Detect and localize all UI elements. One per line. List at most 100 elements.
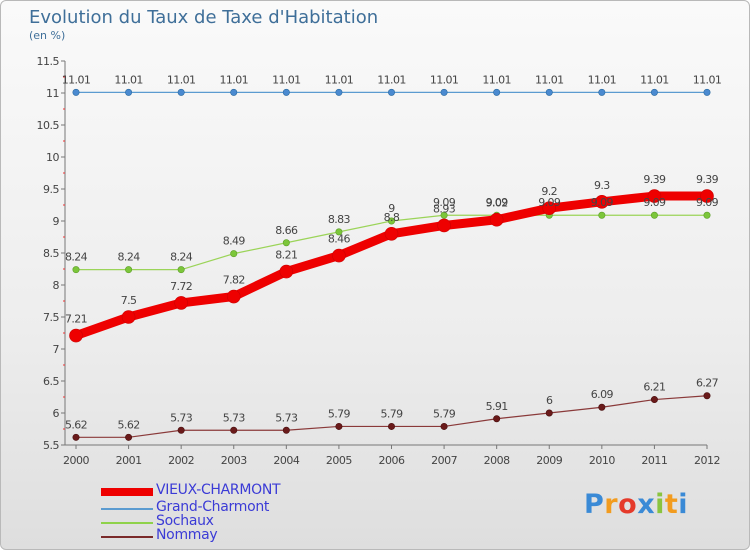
x-tick-label: 2009 xyxy=(536,454,562,467)
data-label-nommay: 5.79 xyxy=(328,407,351,420)
data-label-sochaux: 8.83 xyxy=(328,213,351,226)
data-label-grand-charmont: 11.01 xyxy=(272,73,301,86)
data-point-grand-charmont xyxy=(650,88,658,96)
data-point-nommay xyxy=(230,426,238,434)
logo-letter: t xyxy=(664,489,679,520)
data-point-nommay xyxy=(650,396,658,404)
data-label-nommay: 5.79 xyxy=(380,407,403,420)
legend-swatch-vieux-charmont xyxy=(101,488,153,496)
data-label-grand-charmont: 11.01 xyxy=(482,73,511,86)
logo-letter: i xyxy=(655,489,665,520)
chart-title: Evolution du Taux de Taxe d'Habitation xyxy=(29,7,379,28)
data-point-vieux-charmont xyxy=(69,328,83,343)
x-tick-label: 2004 xyxy=(273,454,299,467)
data-point-vieux-charmont xyxy=(226,289,241,304)
legend-swatch-sochaux xyxy=(101,522,153,524)
y-tick-label: 9 xyxy=(53,215,60,228)
data-label-sochaux: 8.24 xyxy=(118,251,141,264)
data-label-sochaux: 8.24 xyxy=(170,251,193,264)
data-label-sochaux: 9.09 xyxy=(538,196,561,209)
data-label-nommay: 5.79 xyxy=(433,407,456,420)
data-point-nommay xyxy=(493,415,501,423)
data-point-nommay xyxy=(335,422,343,430)
data-label-nommay: 5.73 xyxy=(170,411,193,424)
data-label-vieux-charmont: 8.8 xyxy=(384,211,400,224)
data-point-vieux-charmont xyxy=(647,189,662,203)
data-point-grand-charmont xyxy=(177,88,185,96)
data-label-nommay: 6 xyxy=(546,394,553,407)
data-label-nommay: 6.27 xyxy=(696,377,719,390)
y-tick-label: 11 xyxy=(46,87,59,100)
data-label-grand-charmont: 11.01 xyxy=(535,73,564,86)
data-point-sochaux xyxy=(598,211,606,219)
data-label-vieux-charmont: 8.21 xyxy=(275,249,297,262)
x-tick-label: 2012 xyxy=(694,454,720,467)
data-label-grand-charmont: 11.01 xyxy=(640,73,669,86)
legend-label-vieux-charmont: VIEUX-CHARMONT xyxy=(156,482,281,498)
data-point-vieux-charmont xyxy=(595,195,609,209)
data-label-sochaux: 9 xyxy=(388,202,395,215)
chart-data-labels: 7.21 7.5 7.72 7.82 8.21 8.46 8.8 8.93 9.02 9.2 9.3… xyxy=(62,73,722,431)
data-point-sochaux xyxy=(72,266,80,274)
data-label-nommay: 5.73 xyxy=(275,411,298,424)
data-label-grand-charmont: 11.01 xyxy=(588,73,617,86)
data-label-grand-charmont: 11.01 xyxy=(167,73,196,86)
data-label-nommay: 5.62 xyxy=(65,418,87,431)
x-tick-label: 2001 xyxy=(116,454,142,467)
data-point-grand-charmont xyxy=(703,88,711,96)
legend-swatch-grand-charmont xyxy=(101,508,153,510)
data-label-vieux-charmont: 7.82 xyxy=(223,274,245,287)
x-tick-label: 2006 xyxy=(379,454,405,467)
data-label-sochaux: 9.09 xyxy=(433,196,456,209)
data-label-vieux-charmont: 7.21 xyxy=(65,313,87,326)
data-point-vieux-charmont xyxy=(384,227,399,241)
data-label-grand-charmont: 11.01 xyxy=(114,73,143,86)
data-point-grand-charmont xyxy=(230,88,238,96)
data-point-vieux-charmont xyxy=(174,296,188,310)
y-tick-label: 6.5 xyxy=(43,375,59,388)
data-label-nommay: 5.62 xyxy=(118,418,140,431)
data-point-nommay xyxy=(545,409,553,417)
legend-label-nommay: Nommay xyxy=(156,527,218,543)
chart-unit-label: (en %) xyxy=(29,29,66,42)
data-label-sochaux: 9.09 xyxy=(696,196,719,209)
y-tick-label: 10.5 xyxy=(37,119,60,132)
x-tick-label: 2000 xyxy=(63,454,89,467)
data-point-sochaux xyxy=(335,228,343,236)
y-tick-label: 7 xyxy=(53,343,60,356)
data-label-nommay: 5.91 xyxy=(486,400,508,413)
data-point-nommay xyxy=(598,403,606,411)
data-label-vieux-charmont: 8.46 xyxy=(328,233,351,246)
x-tick-label: 2010 xyxy=(589,454,615,467)
data-point-nommay xyxy=(72,433,80,441)
logo-letter: o xyxy=(618,489,638,520)
data-point-vieux-charmont xyxy=(437,218,451,233)
data-point-vieux-charmont xyxy=(332,248,346,263)
data-point-sochaux xyxy=(177,266,185,274)
data-point-sochaux xyxy=(230,250,238,258)
data-point-nommay xyxy=(177,426,185,434)
data-label-grand-charmont: 11.01 xyxy=(220,73,249,86)
logo-letter: i xyxy=(678,489,689,520)
data-label-vieux-charmont: 9.39 xyxy=(696,173,719,186)
x-tick-label: 2005 xyxy=(326,454,352,467)
data-point-grand-charmont xyxy=(545,88,553,96)
y-tick-label: 8 xyxy=(53,279,60,292)
y-tick-label: 10 xyxy=(46,151,59,164)
x-tick-label: 2003 xyxy=(221,454,247,467)
data-point-vieux-charmont xyxy=(121,310,136,324)
data-label-nommay: 6.09 xyxy=(591,388,614,401)
data-point-sochaux xyxy=(282,239,290,247)
data-point-grand-charmont xyxy=(335,88,343,96)
data-point-grand-charmont xyxy=(282,88,290,96)
data-point-grand-charmont xyxy=(493,88,501,96)
data-point-sochaux xyxy=(440,211,448,219)
data-point-sochaux xyxy=(650,211,658,219)
data-point-nommay xyxy=(387,422,395,430)
y-tick-label: 9.5 xyxy=(43,183,59,196)
data-label-nommay: 5.73 xyxy=(223,411,246,424)
data-label-sochaux: 8.49 xyxy=(223,235,246,248)
data-label-vieux-charmont: 8.93 xyxy=(433,202,456,215)
x-tick-label: 2007 xyxy=(431,454,457,467)
data-point-grand-charmont xyxy=(387,88,395,96)
